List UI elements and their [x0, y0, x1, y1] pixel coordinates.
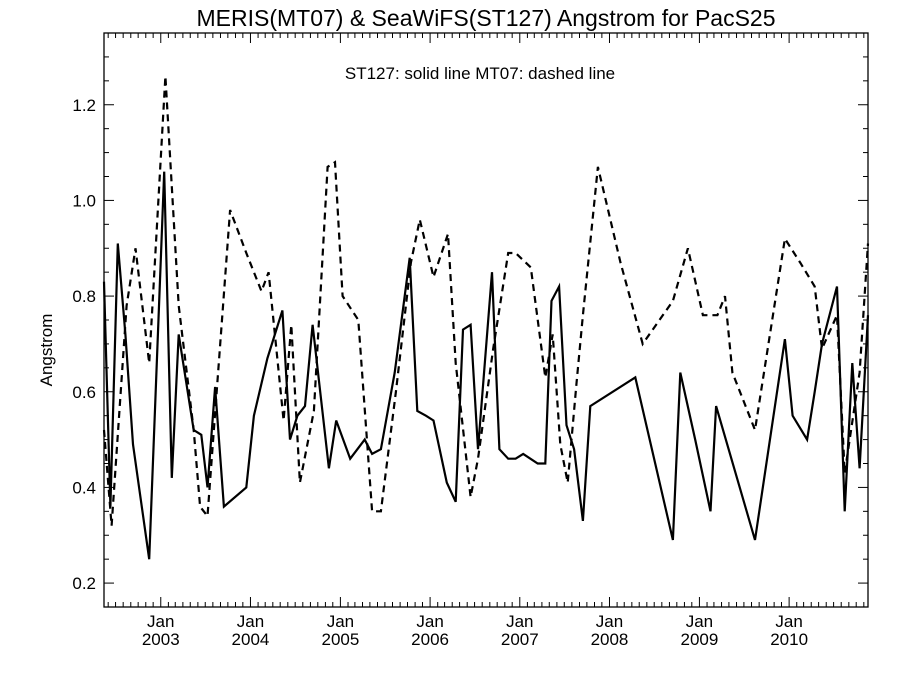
axes-group: 0.20.40.60.81.01.2Jan2003Jan2004Jan2005J…	[72, 32, 868, 649]
legend-annotation: ST127: solid line MT07: dashed line	[345, 64, 615, 83]
series-line-mt07	[102, 76, 870, 526]
y-tick-label: 1.2	[72, 96, 96, 115]
x-tick-month-label: Jan	[147, 612, 174, 631]
plot-frame	[103, 32, 869, 608]
x-tick-month-label: Jan	[596, 612, 623, 631]
x-tick-month-label: Jan	[237, 612, 264, 631]
x-tick-month-label: Jan	[775, 612, 802, 631]
x-tick-year-label: 2006	[411, 630, 449, 649]
x-tick-year-label: 2005	[321, 630, 359, 649]
x-tick-year-label: 2009	[681, 630, 719, 649]
y-tick-label: 1.0	[72, 191, 96, 210]
x-tick-year-label: 2008	[591, 630, 629, 649]
x-tick-month-label: Jan	[686, 612, 713, 631]
y-tick-label: 0.8	[72, 287, 96, 306]
x-tick-year-label: 2004	[232, 630, 270, 649]
y-tick-label: 0.2	[72, 574, 96, 593]
x-tick-month-label: Jan	[327, 612, 354, 631]
y-tick-label: 0.4	[72, 478, 96, 497]
y-axis-label: Angstrom	[37, 314, 56, 387]
chart-title: MERIS(MT07) & SeaWiFS(ST127) Angstrom fo…	[196, 5, 775, 31]
x-tick-year-label: 2003	[142, 630, 180, 649]
x-tick-year-label: 2010	[770, 630, 808, 649]
x-tick-month-label: Jan	[416, 612, 443, 631]
series-layer	[102, 76, 870, 560]
y-tick-label: 0.6	[72, 383, 96, 402]
x-tick-month-label: Jan	[506, 612, 533, 631]
x-tick-year-label: 2007	[501, 630, 539, 649]
series-line-st127	[102, 171, 870, 560]
